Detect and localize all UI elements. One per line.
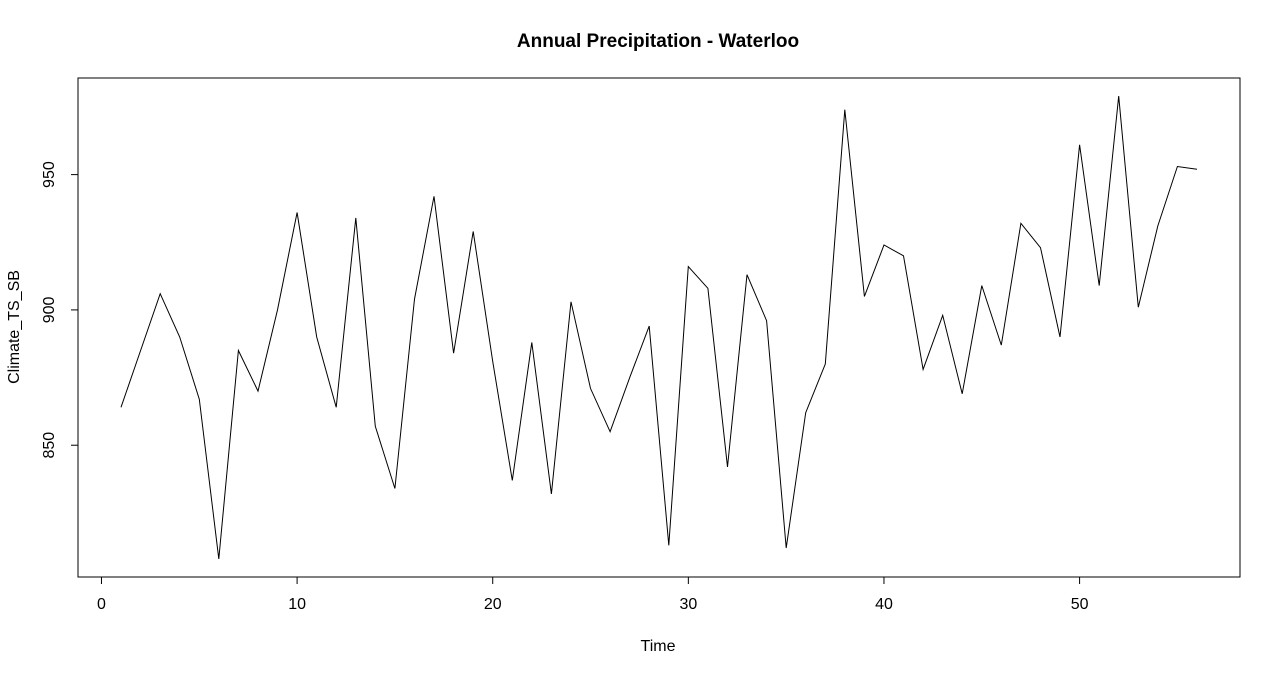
x-tick-label: 40 — [875, 596, 893, 613]
chart-title: Annual Precipitation - Waterloo — [517, 31, 799, 52]
x-tick-label: 30 — [679, 596, 697, 613]
y-tick-label: 900 — [41, 296, 58, 323]
x-tick-label: 0 — [97, 596, 106, 613]
data-points — [121, 96, 1198, 560]
x-tick-label: 50 — [1071, 596, 1089, 613]
x-tick-label: 20 — [484, 596, 502, 613]
y-axis: 850 900 950 — [41, 161, 79, 459]
plot-frame — [77, 77, 1241, 578]
x-axis: 0 10 20 30 40 50 — [97, 576, 1089, 613]
y-axis-label: Climate_TS_SB — [6, 270, 23, 384]
y-tick-label: 850 — [41, 432, 58, 459]
y-tick-label: 950 — [41, 161, 58, 188]
x-tick-label: 10 — [288, 596, 306, 613]
data-line-series — [120, 96, 1198, 559]
x-axis-label: Time — [641, 638, 676, 655]
